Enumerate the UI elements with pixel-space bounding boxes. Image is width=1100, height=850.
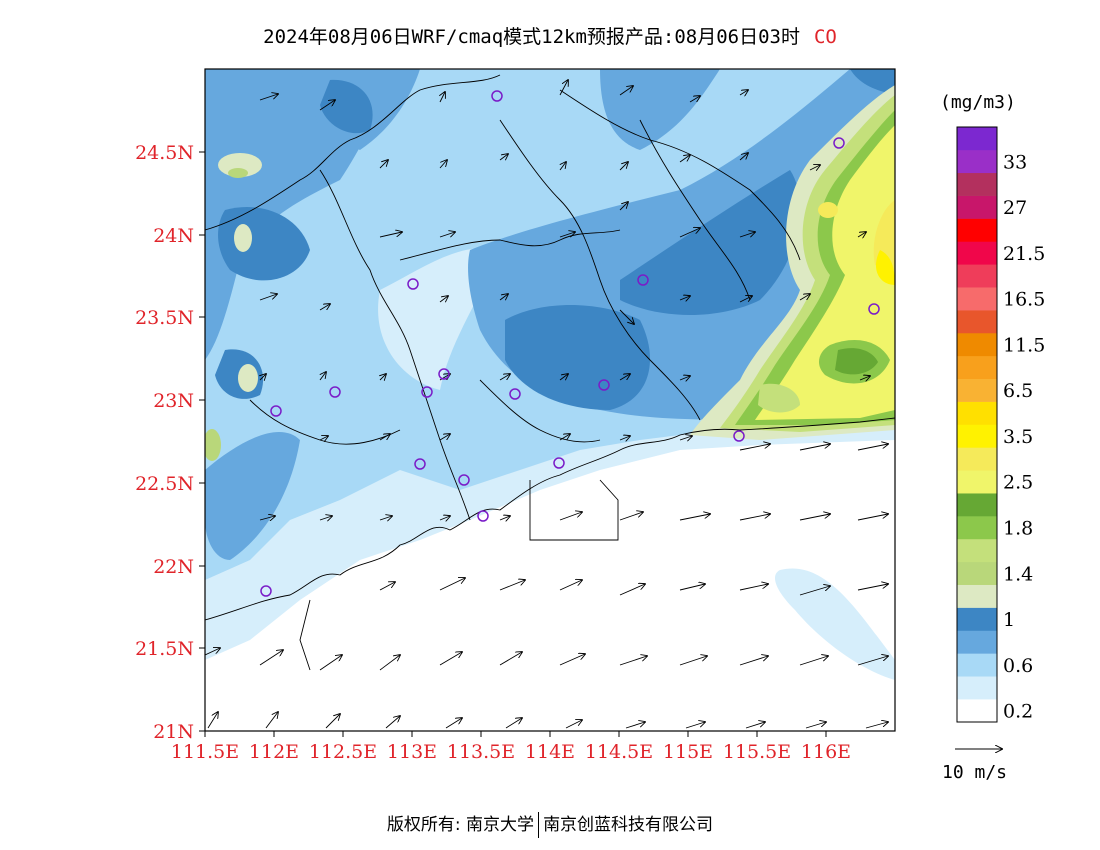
y-tick-label: 24N (153, 225, 194, 247)
colorbar-bin (957, 149, 997, 174)
x-tick-labels: 111.5E 112E 112.5E 113E 113.5E 114E 114.… (171, 741, 851, 763)
colorbar-bin (957, 561, 997, 585)
colorbar-bin (957, 699, 997, 723)
footer-right: 南京创蓝科技有限公司 (543, 815, 714, 835)
colorbar-bin (957, 424, 997, 448)
boundary-lines (205, 74, 895, 671)
x-tick-label: 115E (663, 741, 713, 763)
colorbar-label: 3.5 (1003, 426, 1033, 448)
axis-ticks (199, 151, 827, 737)
title-species: CO (813, 26, 837, 48)
x-tick-label: 114.5E (585, 741, 653, 763)
colorbar-bin (957, 287, 997, 311)
colorbar-label: 0.6 (1003, 655, 1033, 677)
colorbar-bin (957, 516, 997, 540)
colorbar-bin (957, 676, 997, 700)
y-tick-label: 22.5N (135, 473, 194, 495)
colorbar-bin (957, 355, 997, 380)
x-tick-label: 112E (249, 741, 299, 763)
wind-vectors (205, 80, 888, 729)
colorbar-bin (957, 470, 997, 494)
copyright-footer: 版权所有: 南京大学 南京创蓝科技有限公司 (0, 810, 1100, 838)
x-tick-label: 112.5E (309, 741, 377, 763)
colorbar-label: 11.5 (1003, 334, 1045, 356)
colorbar (956, 126, 998, 723)
x-tick-label: 114E (525, 741, 575, 763)
colorbar-bin (957, 447, 997, 471)
x-tick-label: 113E (387, 741, 437, 763)
y-tick-label: 24.5N (135, 142, 194, 164)
y-tick-label: 21N (153, 721, 194, 743)
title-main: 2024年08月06日WRF/cmaq模式12km预报产品:08月06日03时 (263, 26, 800, 48)
colorbar-label: 6.5 (1003, 380, 1033, 402)
colorbar-label: 1.4 (1003, 563, 1033, 585)
x-tick-label: 113.5E (447, 741, 515, 763)
y-tick-labels: 21N 21.5N 22N 22.5N 23N 23.5N 24N 24.5N (135, 142, 194, 743)
colorbar-bin (957, 493, 997, 517)
colorbar-label: 0.2 (1003, 701, 1033, 723)
x-tick-label: 115.5E (723, 741, 791, 763)
colorbar-bin (957, 378, 997, 402)
colorbar-bin (957, 195, 997, 219)
colorbar-bin (957, 218, 997, 242)
colorbar-bin (957, 584, 997, 608)
colorbar-label: 27 (1003, 197, 1027, 219)
colorbar-bin (957, 127, 997, 151)
colorbar-bin (957, 241, 997, 265)
colorbar-bin (957, 310, 997, 334)
colorbar-frame (956, 126, 998, 723)
colorbar-label: 2.5 (1003, 472, 1033, 494)
colorbar-unit: (mg/m3) (940, 92, 1016, 113)
map-title: 2024年08月06日WRF/cmaq模式12km预报产品:08月06日03时 C… (0, 22, 1100, 49)
x-tick-label: 116E (801, 741, 851, 763)
concentration-field (205, 69, 895, 731)
y-tick-label: 23N (153, 390, 194, 412)
station-markers (260, 90, 880, 597)
x-tick-label: 111.5E (171, 741, 239, 763)
colorbar-bin (957, 332, 997, 357)
colorbar-labels: 0.2 0.6 1 1.4 1.8 2.5 3.5 6.5 11.5 16.5 21.5 27 33 (1003, 151, 1045, 722)
y-tick-label: 21.5N (135, 638, 194, 660)
colorbar-bin (957, 401, 997, 425)
footer-separator (538, 812, 540, 838)
colorbar-bin (957, 538, 997, 563)
colorbar-bin (957, 264, 997, 288)
wind-legend-label: 10 m/s (942, 762, 1007, 783)
colorbar-bin (957, 630, 997, 654)
footer-left: 版权所有: 南京大学 (386, 815, 535, 835)
y-tick-label: 23.5N (135, 307, 194, 329)
colorbar-label: 21.5 (1003, 243, 1045, 265)
colorbar-bin (957, 607, 997, 631)
colorbar-bin (957, 653, 997, 677)
colorbar-bin (957, 172, 997, 196)
colorbar-label: 1 (1003, 609, 1015, 631)
colorbar-label: 1.8 (1003, 517, 1033, 539)
colorbar-label: 33 (1003, 151, 1027, 173)
colorbar-label: 16.5 (1003, 289, 1045, 311)
y-tick-label: 22N (153, 556, 194, 578)
